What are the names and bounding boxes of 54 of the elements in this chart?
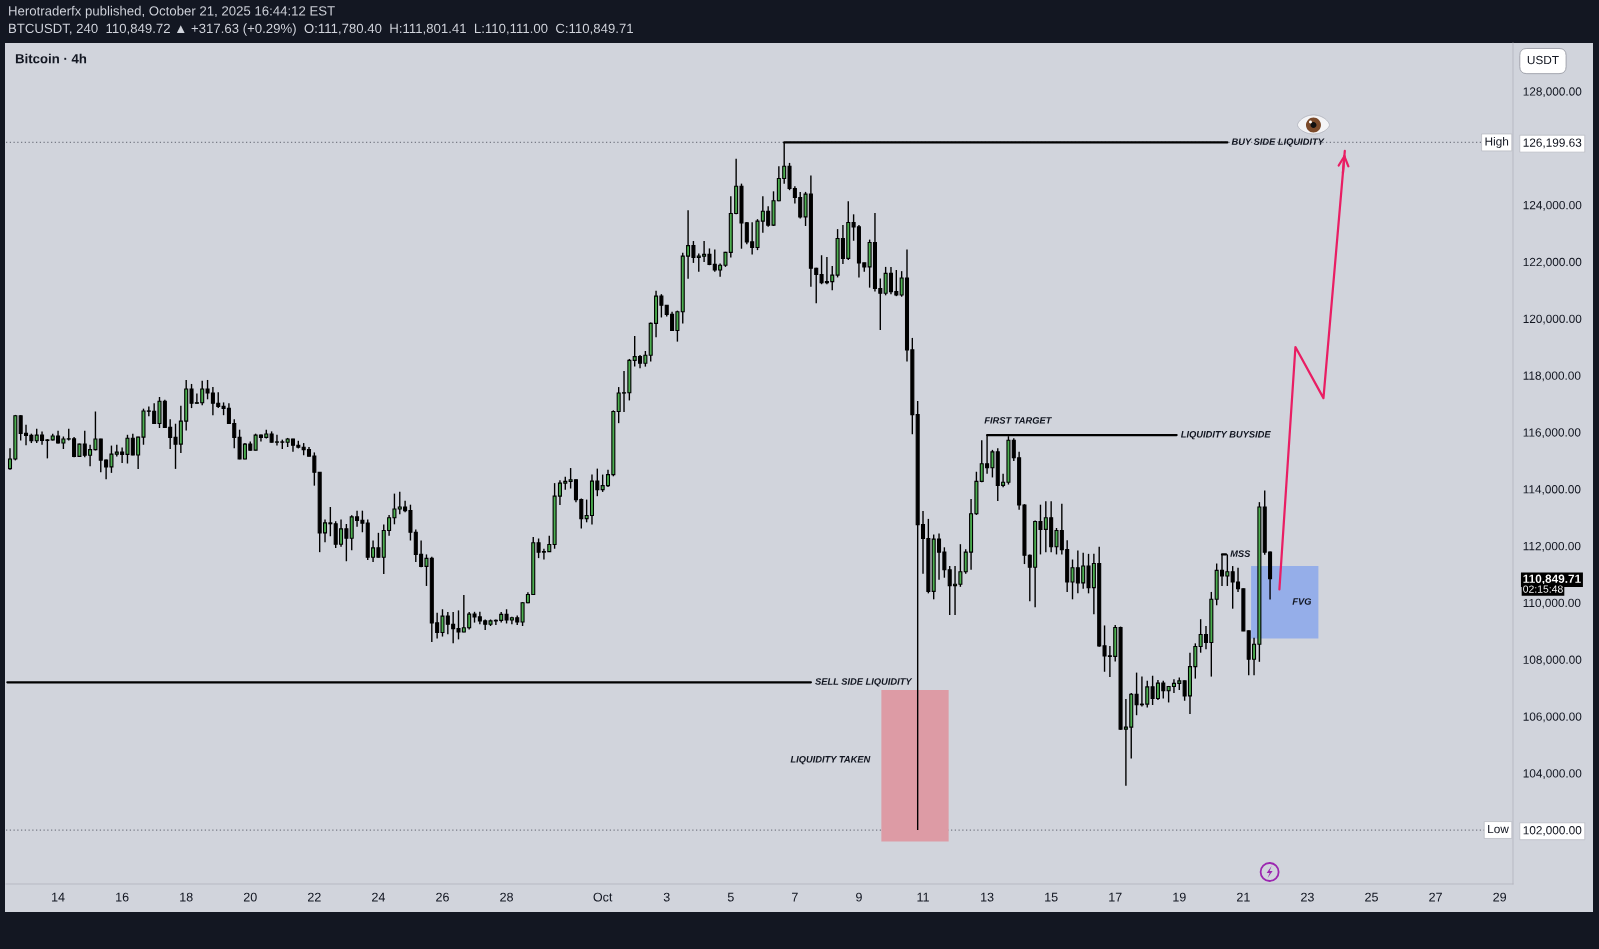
x-tick-label: 19 bbox=[1173, 892, 1186, 902]
y-tick-label: 106,000.00 bbox=[1523, 712, 1582, 723]
x-tick-label: Oct bbox=[593, 892, 613, 902]
y-tick-label: 104,000.00 bbox=[1523, 769, 1582, 779]
y-tick-label: 114,000.00 bbox=[1523, 485, 1581, 495]
x-tick-label: 20 bbox=[243, 892, 257, 902]
text: Bitcoin · 4h bbox=[15, 53, 87, 64]
ref-line-label: High bbox=[1485, 136, 1509, 148]
x-tick-label: 27 bbox=[1429, 892, 1442, 902]
series-label: LIQUIDITY TAKEN bbox=[790, 756, 871, 765]
series-label: LIQUIDITY BUYSIDE bbox=[1180, 431, 1271, 440]
y-axis-title: USDT bbox=[1527, 55, 1559, 65]
y-tick-label: 110,849.71 bbox=[1523, 574, 1581, 585]
y-tick-label: 110,000.00 bbox=[1523, 598, 1581, 609]
x-tick-label: 14 bbox=[52, 892, 65, 902]
y-tick-label: 118,000.00 bbox=[1523, 371, 1581, 382]
y-tick-label: 120,000.00 bbox=[1523, 314, 1582, 325]
chart-subtitle: BTCUSDT, 240 110,849.72 ▲ +317.63 (+0.29%) O:111,780.40 H:111,801.41 L:110,111.00 C:110,849.71 bbox=[9, 23, 633, 36]
x-tick-label: 24 bbox=[372, 892, 385, 902]
y-tick-label: 122,000.00 bbox=[1523, 257, 1582, 268]
x-tick-label: 16 bbox=[116, 892, 129, 902]
x-tick-label: 29 bbox=[1493, 892, 1507, 902]
x-tick-label: 11 bbox=[917, 892, 929, 902]
y-tick-label: 126,199.63 bbox=[1523, 138, 1582, 149]
y-tick-label: 124,000.00 bbox=[1523, 200, 1582, 211]
series-label: FVG bbox=[1292, 598, 1312, 605]
x-tick-label: 3 bbox=[663, 892, 670, 902]
y-tick-label: 102,000.00 bbox=[1523, 826, 1582, 836]
line-series bbox=[1278, 149, 1346, 591]
y-tick-label: 128,000.00 bbox=[1523, 87, 1582, 98]
x-tick-label: 15 bbox=[1045, 892, 1058, 902]
text: Herotraderfx published, October 21, 2025 16:44:12 EST bbox=[9, 5, 335, 19]
x-tick-label: 28 bbox=[500, 892, 513, 902]
series-label: MSS bbox=[1230, 550, 1251, 557]
x-tick-label: 23 bbox=[1301, 892, 1314, 902]
x-tick-label: 26 bbox=[436, 892, 449, 902]
y-tick-label: 112,000.00 bbox=[1523, 541, 1581, 552]
annotation: FIRST TARGET bbox=[984, 417, 1052, 424]
x-tick-label: 22 bbox=[308, 892, 321, 902]
x-tick-label: 5 bbox=[727, 892, 734, 902]
x-tick-label: 17 bbox=[1109, 892, 1122, 902]
y-tick-label: 108,000.00 bbox=[1523, 655, 1582, 666]
y-tick-label: 116,000.00 bbox=[1523, 428, 1581, 439]
x-tick-label: 7 bbox=[792, 892, 798, 902]
candlestick bbox=[888, 266, 894, 295]
x-tick-label: 25 bbox=[1365, 892, 1378, 902]
x-tick-label: 18 bbox=[180, 892, 193, 902]
series-label: SELL SIDE LIQUIDITY bbox=[815, 678, 913, 687]
x-tick-label: 9 bbox=[856, 892, 862, 902]
x-tick-label: 21 bbox=[1237, 892, 1250, 902]
text: 02:15:48 bbox=[1523, 585, 1563, 593]
ref-line-label: Low bbox=[1488, 824, 1509, 834]
x-tick-label: 13 bbox=[981, 892, 994, 902]
series-label: BUY SIDE LIQUIDITY bbox=[1231, 138, 1325, 147]
